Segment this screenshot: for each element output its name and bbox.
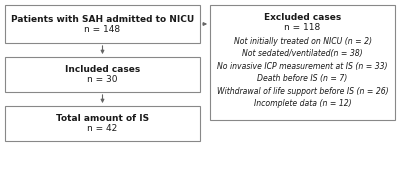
Text: Included cases: Included cases (65, 65, 140, 74)
Text: Total amount of IS: Total amount of IS (56, 114, 149, 123)
Text: Not sedated/ventilated(n = 38): Not sedated/ventilated(n = 38) (242, 49, 363, 58)
Text: Withdrawal of life support before IS (n = 26): Withdrawal of life support before IS (n … (217, 87, 388, 96)
Bar (210, 5, 395, 120)
Text: n = 42: n = 42 (87, 124, 118, 133)
Text: n = 148: n = 148 (84, 25, 120, 33)
Text: Excluded cases: Excluded cases (264, 12, 341, 21)
Text: Not initially treated on NICU (n = 2): Not initially treated on NICU (n = 2) (234, 36, 372, 46)
Text: No invasive ICP measurement at IS (n = 33): No invasive ICP measurement at IS (n = 3… (217, 61, 388, 70)
Text: n = 118: n = 118 (284, 23, 321, 31)
Text: Patients with SAH admitted to NICU: Patients with SAH admitted to NICU (11, 14, 194, 23)
Text: Incomplete data (n = 12): Incomplete data (n = 12) (254, 99, 351, 108)
Bar (5, 106, 200, 141)
Text: Death before IS (n = 7): Death before IS (n = 7) (257, 74, 348, 83)
Text: n = 30: n = 30 (87, 75, 118, 84)
Bar (5, 57, 200, 92)
Bar (5, 5, 200, 43)
